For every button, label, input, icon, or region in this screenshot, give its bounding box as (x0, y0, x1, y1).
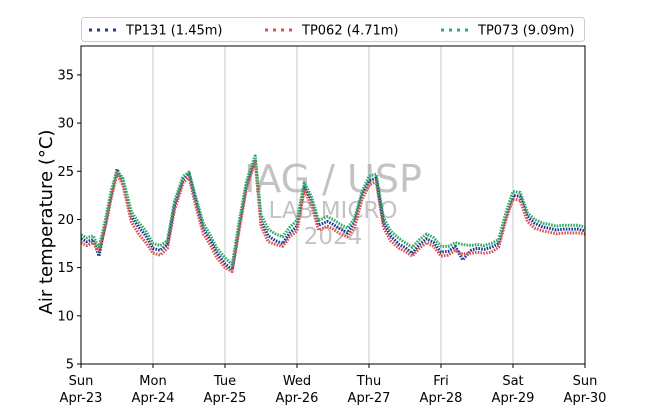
watermark-line-1: IAG / USP (244, 157, 422, 201)
x-axis: Sun Apr-23 Mon Apr-24 Tue Apr-25 Wed Apr-26 Thu A… (60, 364, 607, 406)
y-tick-label: 5 (66, 358, 74, 373)
series-line-2 (80, 160, 586, 273)
x-tick-date-label: Apr-29 (492, 391, 535, 406)
legend[interactable]: TP131 (1.45m) TP062 (4.71m) TP073 (9.09m) (81, 17, 585, 42)
x-tick-day-label: Wed (283, 374, 311, 389)
x-tick-day-label: Fri (433, 374, 449, 389)
series-layer (80, 154, 586, 273)
x-tick-date-label: Apr-28 (420, 391, 463, 406)
x-tick-date-label: Apr-23 (60, 391, 103, 406)
y-axis: 5 10 15 20 25 30 35 (57, 68, 81, 373)
y-tick-label: 20 (57, 213, 74, 228)
y-axis-label: Air temperature (°C) (36, 130, 57, 315)
x-tick-date-label: Apr-27 (348, 391, 391, 406)
x-tick-day-label: Sun (69, 374, 94, 389)
y-tick-label: 30 (57, 117, 74, 132)
legend-box (81, 17, 585, 42)
x-tick-date-label: Apr-25 (204, 391, 247, 406)
y-tick-label: 10 (57, 309, 74, 324)
x-tick-day-label: Thu (356, 374, 381, 389)
y-tick-label: 35 (57, 68, 74, 83)
x-tick-date-label: Apr-26 (276, 391, 319, 406)
legend-label-2: TP062 (4.71m) (301, 24, 398, 39)
grid-lines (152, 46, 514, 364)
y-tick-label: 25 (57, 165, 74, 180)
y-tick-label: 15 (57, 261, 74, 276)
x-tick-day-label: Sun (573, 374, 598, 389)
series-line-3 (80, 154, 586, 267)
x-tick-day-label: Tue (213, 374, 236, 389)
legend-label-1: TP131 (1.45m) (125, 24, 222, 39)
x-tick-date-label: Apr-24 (132, 391, 175, 406)
x-tick-date-label: Apr-30 (564, 391, 607, 406)
x-tick-day-label: Sat (502, 374, 523, 389)
plot-frame (80, 45, 586, 365)
x-tick-day-label: Mon (139, 374, 166, 389)
watermark-line-2: LAB MICRO (269, 198, 398, 224)
plot-background (81, 46, 585, 364)
legend-label-3: TP073 (9.09m) (477, 24, 574, 39)
